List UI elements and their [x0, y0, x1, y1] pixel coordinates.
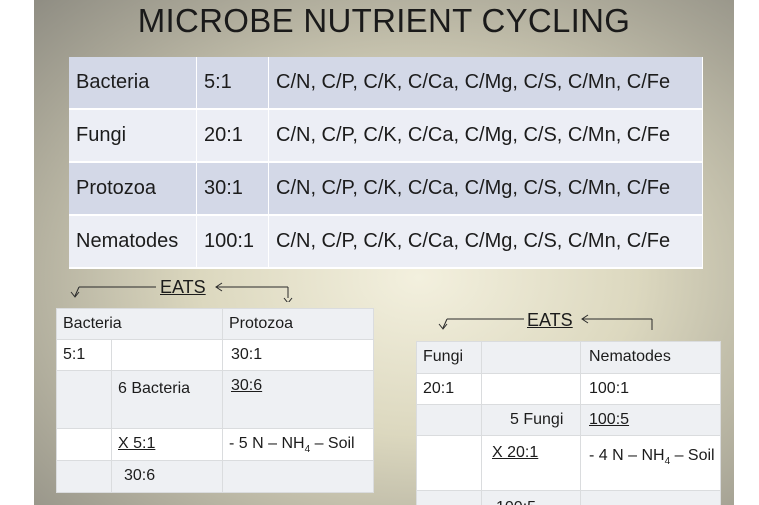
- slide-title: MICROBE NUTRIENT CYCLING: [137, 2, 631, 39]
- nutrient-list-cell: C/N, C/P, C/K, C/Ca, C/Mg, C/S, C/Mn, C/…: [268, 162, 703, 216]
- organism-cell: Nematodes: [69, 215, 197, 269]
- ratio-cell: 5:1: [56, 339, 112, 371]
- empty-cell: [481, 341, 581, 374]
- count-cell: 5 Fungi: [481, 404, 581, 436]
- ratio-cell: 100:1: [196, 215, 269, 269]
- eats-label-left: EATS: [160, 277, 206, 297]
- empty-cell: [56, 428, 112, 461]
- empty-cell: [416, 404, 482, 436]
- table-row: 6 Bacteria 30:6: [56, 370, 374, 429]
- result-cell: 100:5: [481, 490, 581, 505]
- table-row: 100:5: [416, 490, 721, 505]
- eats-arrow-left: [70, 282, 293, 302]
- table-row: Bacteria 5:1 C/N, C/P, C/K, C/Ca, C/Mg, …: [69, 57, 703, 110]
- header-cell: Nematodes: [580, 341, 721, 374]
- count-cell: 6 Bacteria: [111, 370, 223, 429]
- empty-cell: [416, 490, 482, 505]
- subscript: 4: [664, 456, 671, 468]
- table-row: 5 Fungi 100:5: [416, 404, 721, 436]
- nutrient-list-cell: C/N, C/P, C/K, C/Ca, C/Mg, C/S, C/Mn, C/…: [268, 215, 703, 269]
- organism-cell: Fungi: [69, 109, 197, 163]
- table-row: Fungi 20:1 C/N, C/P, C/K, C/Ca, C/Mg, C/…: [69, 109, 703, 163]
- ratio-cell: 100:5: [580, 404, 721, 436]
- empty-cell: [56, 370, 112, 429]
- header-cell: Fungi: [416, 341, 482, 374]
- header-cell: Bacteria: [56, 308, 223, 340]
- ratio-cell: 30:1: [222, 339, 374, 371]
- subscript: 4: [304, 444, 311, 456]
- table-row: X 20:1 - 4 N – NH4 – Soil: [416, 435, 721, 491]
- nutrient-list-cell: C/N, C/P, C/K, C/Ca, C/Mg, C/S, C/Mn, C/…: [268, 109, 703, 163]
- table-row: Protozoa 30:1 C/N, C/P, C/K, C/Ca, C/Mg,…: [69, 162, 703, 216]
- nitrogen-text: - 5 N – NH: [229, 435, 305, 452]
- empty-cell: [416, 435, 482, 491]
- organism-cell: Protozoa: [69, 162, 197, 216]
- multiply-cell: X 5:1: [111, 428, 223, 461]
- ratio-cell: 20:1: [416, 373, 482, 405]
- ratio-cell: 30:6: [222, 370, 374, 429]
- eats-arrow-right: [438, 314, 653, 330]
- nitrogen-text-suffix: – Soil: [310, 435, 355, 452]
- empty-cell: [222, 460, 374, 493]
- table-row: 5:1 30:1: [56, 339, 374, 371]
- ratio-cell: 5:1: [196, 57, 269, 110]
- empty-cell: [111, 339, 223, 371]
- bacteria-protozoa-table: Bacteria Protozoa 5:1 30:1 6 Bacteria 30…: [56, 308, 374, 493]
- table-row: Nematodes 100:1 C/N, C/P, C/K, C/Ca, C/M…: [69, 215, 703, 269]
- empty-cell: [56, 460, 112, 493]
- ratio-cell: 100:1: [580, 373, 721, 405]
- slide: MICROBE NUTRIENT CYCLING Bacteria 5:1 C/…: [34, 0, 734, 505]
- table-row: X 5:1 - 5 N – NH4 – Soil: [56, 428, 374, 461]
- table-row: 20:1 100:1: [416, 373, 721, 405]
- ratio-cell: 20:1: [196, 109, 269, 163]
- nitrogen-text: - 4 N – NH: [589, 447, 665, 464]
- empty-cell: [481, 373, 581, 405]
- table-row: Fungi Nematodes: [416, 341, 721, 374]
- organism-cell: Bacteria: [69, 57, 197, 110]
- table-row: Bacteria Protozoa: [56, 308, 374, 340]
- nitrogen-cell: - 5 N – NH4 – Soil: [222, 428, 374, 461]
- nutrient-list-cell: C/N, C/P, C/K, C/Ca, C/Mg, C/S, C/Mn, C/…: [268, 57, 703, 110]
- fungi-nematodes-table: Fungi Nematodes 20:1 100:1 5 Fungi 100:5…: [416, 341, 721, 505]
- ratio-cell: 30:1: [196, 162, 269, 216]
- nitrogen-cell: - 4 N – NH4 – Soil: [580, 435, 721, 491]
- header-cell: Protozoa: [222, 308, 374, 340]
- ratio-table: Bacteria 5:1 C/N, C/P, C/K, C/Ca, C/Mg, …: [69, 57, 703, 269]
- nitrogen-text-suffix: – Soil: [670, 447, 715, 464]
- table-row: 30:6: [56, 460, 374, 493]
- multiply-cell: X 20:1: [481, 435, 581, 491]
- result-cell: 30:6: [111, 460, 223, 493]
- empty-cell: [580, 490, 721, 505]
- eats-label-right: EATS: [527, 310, 573, 330]
